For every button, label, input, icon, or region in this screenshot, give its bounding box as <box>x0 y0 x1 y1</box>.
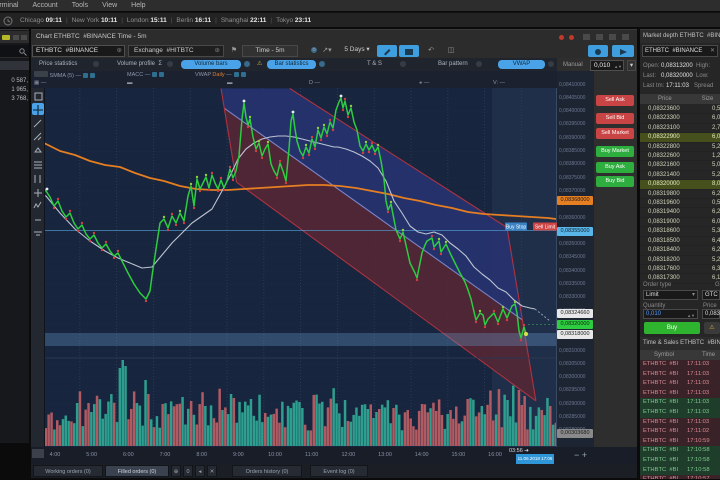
svg-text:Sell Limit: Sell Limit <box>535 225 556 231</box>
svg-text:Buy Stop: Buy Stop <box>506 225 527 231</box>
